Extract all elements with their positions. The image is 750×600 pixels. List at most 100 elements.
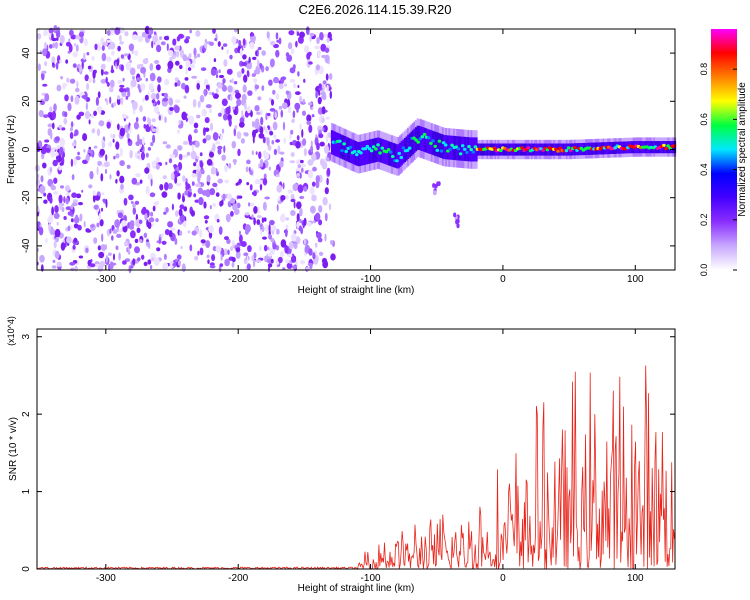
noise-cell <box>242 54 247 60</box>
ridge-cell <box>405 136 408 161</box>
noise-cell <box>101 192 105 196</box>
noise-cell <box>146 239 149 243</box>
noise-cell <box>107 57 111 61</box>
noise-cell <box>278 83 284 90</box>
noise-cell <box>58 165 63 171</box>
noise-cell <box>172 263 177 267</box>
noise-cell <box>246 70 250 77</box>
ridge-core-cell <box>427 136 431 140</box>
noise-cell <box>112 229 118 234</box>
noise-cell <box>197 171 202 179</box>
noise-cell <box>115 141 120 150</box>
noise-cell <box>303 238 307 245</box>
ridge-cell <box>467 137 470 162</box>
noise-cell <box>253 206 258 214</box>
noise-cell <box>235 247 241 253</box>
ridge-cell <box>450 135 453 160</box>
noise-cell <box>205 104 212 109</box>
noise-cell <box>137 83 140 89</box>
noise-cell <box>47 123 54 128</box>
colorbar-label: Normalized spectral amplitude <box>737 82 748 217</box>
noise-cell <box>109 41 116 50</box>
noise-cell <box>326 84 329 93</box>
noise-cell <box>232 203 238 211</box>
noise-cell <box>150 142 154 147</box>
noise-cell <box>175 60 180 66</box>
noise-cell <box>242 84 247 93</box>
noise-cell <box>88 119 91 125</box>
noise-cell <box>227 85 233 93</box>
noise-cell <box>181 111 187 121</box>
noise-cell <box>252 129 256 139</box>
noise-cell <box>48 214 54 221</box>
noise-cell <box>136 77 143 82</box>
noise-cell <box>54 41 59 49</box>
noise-cell <box>279 214 286 223</box>
ridge-cell <box>380 138 383 163</box>
noise-cell <box>233 159 237 165</box>
noise-cell <box>48 44 53 49</box>
noise-cell <box>203 215 210 220</box>
noise-cell <box>201 242 206 246</box>
noise-cell <box>310 205 316 214</box>
noise-cell <box>115 245 119 251</box>
noise-cell <box>191 75 198 79</box>
ridge-cell <box>388 141 391 166</box>
noise-cell <box>109 261 114 270</box>
noise-cell <box>151 128 157 133</box>
noise-cell <box>53 240 57 249</box>
noise-cell <box>128 243 132 249</box>
noise-cell <box>44 41 47 50</box>
ridge-cell <box>573 143 577 156</box>
noise-cell <box>37 33 42 40</box>
noise-cell <box>42 162 47 169</box>
noise-cell <box>188 134 192 143</box>
noise-cell <box>259 158 264 168</box>
ridge-core-cell <box>433 144 438 148</box>
noise-cell <box>290 48 295 55</box>
noise-cell <box>184 84 190 94</box>
ridge-core-cell <box>348 145 353 149</box>
noise-cell <box>169 154 176 158</box>
ridge-cell <box>373 138 376 163</box>
noise-cell <box>330 253 336 261</box>
noise-cell <box>39 185 46 194</box>
noise-cell <box>267 246 270 251</box>
noise-cell <box>319 32 324 41</box>
noise-cell <box>262 136 266 144</box>
noise-cell <box>184 38 190 44</box>
noise-cell <box>268 166 271 171</box>
ridge-core-cell <box>439 149 444 153</box>
ridge-core-cell <box>463 147 467 151</box>
noise-cell <box>63 111 68 118</box>
noise-cell <box>174 237 178 245</box>
noise-cell <box>97 265 103 273</box>
ridge-cell <box>348 138 351 163</box>
noise-cell <box>233 81 238 85</box>
noise-cell <box>66 192 70 196</box>
noise-cell <box>89 170 94 180</box>
noise-cell <box>267 252 273 257</box>
noise-cell <box>128 194 134 201</box>
ridge-cell <box>400 141 403 166</box>
noise-cell <box>183 206 188 212</box>
noise-cell <box>189 29 192 34</box>
noise-cell <box>329 240 334 245</box>
noise-cell <box>56 221 59 226</box>
noise-cell <box>49 106 53 113</box>
noise-cell <box>119 127 126 137</box>
noise-cell <box>264 152 270 160</box>
ridge-core-cell <box>397 151 402 156</box>
ridge-core-cell <box>662 143 666 147</box>
noise-cell <box>120 54 124 59</box>
noise-cell <box>261 85 265 91</box>
noise-cell <box>151 40 154 49</box>
noise-cell <box>240 138 245 144</box>
noise-cell <box>212 93 219 99</box>
ridge-core-cell <box>469 148 474 152</box>
noise-cell <box>113 102 117 107</box>
noise-cell <box>72 202 78 207</box>
noise-cell <box>177 80 181 87</box>
ridge-core-cell <box>422 132 427 136</box>
noise-cell <box>311 194 317 202</box>
